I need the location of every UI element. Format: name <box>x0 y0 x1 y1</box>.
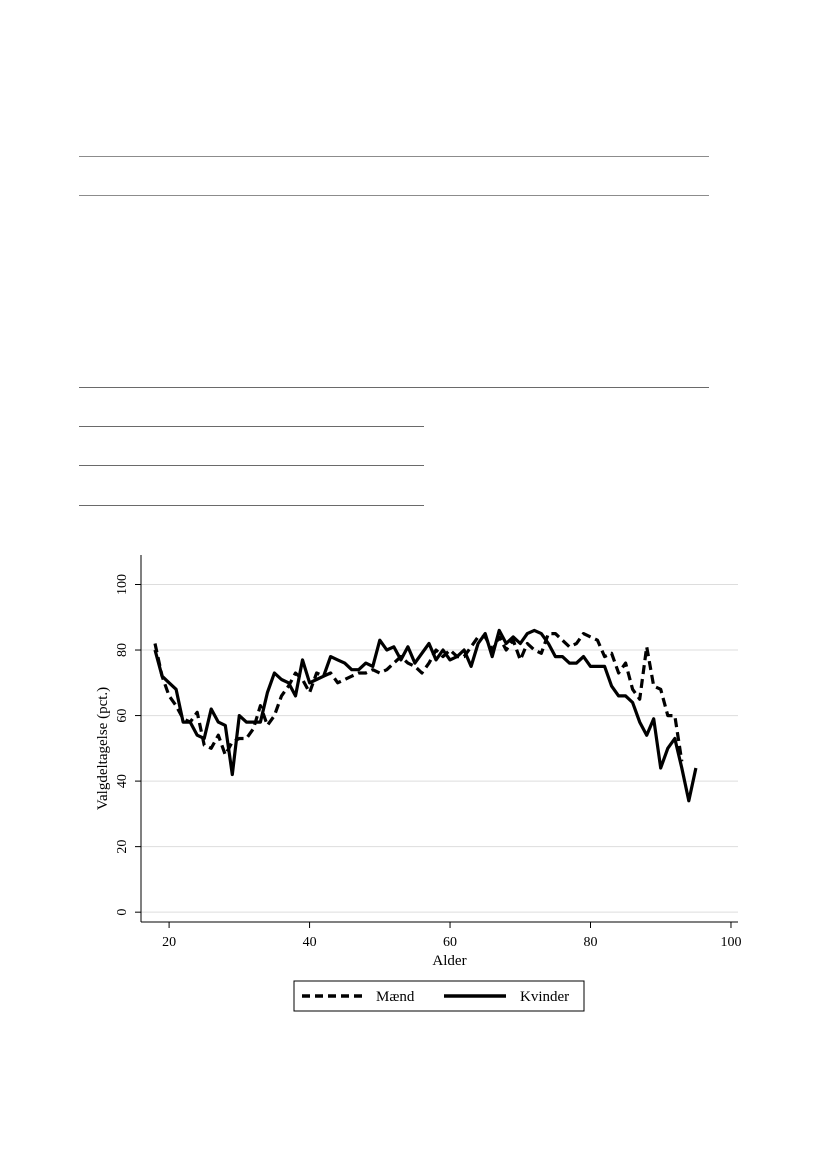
legend-label-kvinder: Kvinder <box>520 989 569 1005</box>
table-bottom-rule <box>79 387 709 388</box>
short-rule-3 <box>79 505 424 506</box>
series <box>153 628 698 803</box>
y-tick-label-100: 100 <box>115 574 130 595</box>
y-axis-label: Valgdeltagelse (pct.) <box>95 687 111 810</box>
x-tick-label-20: 20 <box>162 935 176 950</box>
short-rule-2 <box>79 465 424 466</box>
x-tick-label-80: 80 <box>584 935 598 950</box>
y-axis-ticks: 0 20 40 60 80 100 <box>115 574 141 916</box>
y-tick-label-60: 60 <box>115 709 130 723</box>
series-line-maend <box>153 631 684 762</box>
y-tick-label-20: 20 <box>115 840 130 854</box>
x-tick-label-60: 60 <box>443 935 457 950</box>
x-axis-ticks: 20 40 60 80 100 <box>162 922 741 950</box>
legend-label-maend: Mænd <box>376 989 415 1005</box>
y-tick-label-80: 80 <box>115 643 130 657</box>
x-tick-label-40: 40 <box>303 935 317 950</box>
table-header-rule <box>79 195 709 196</box>
x-tick-label-100: 100 <box>720 935 741 950</box>
y-tick-label-0: 0 <box>115 909 130 916</box>
x-axis-label: Alder <box>432 953 466 969</box>
y-tick-label-40: 40 <box>115 774 130 788</box>
line-chart: 0 20 40 60 80 100 20 40 60 80 100 Alder Valgdelta… <box>95 555 741 1012</box>
legend: Mænd Kvinder <box>293 980 585 1012</box>
table-top-rule <box>79 156 709 157</box>
axes <box>140 555 738 923</box>
series-line-kvinder <box>153 628 698 803</box>
short-rule-1 <box>79 426 424 427</box>
